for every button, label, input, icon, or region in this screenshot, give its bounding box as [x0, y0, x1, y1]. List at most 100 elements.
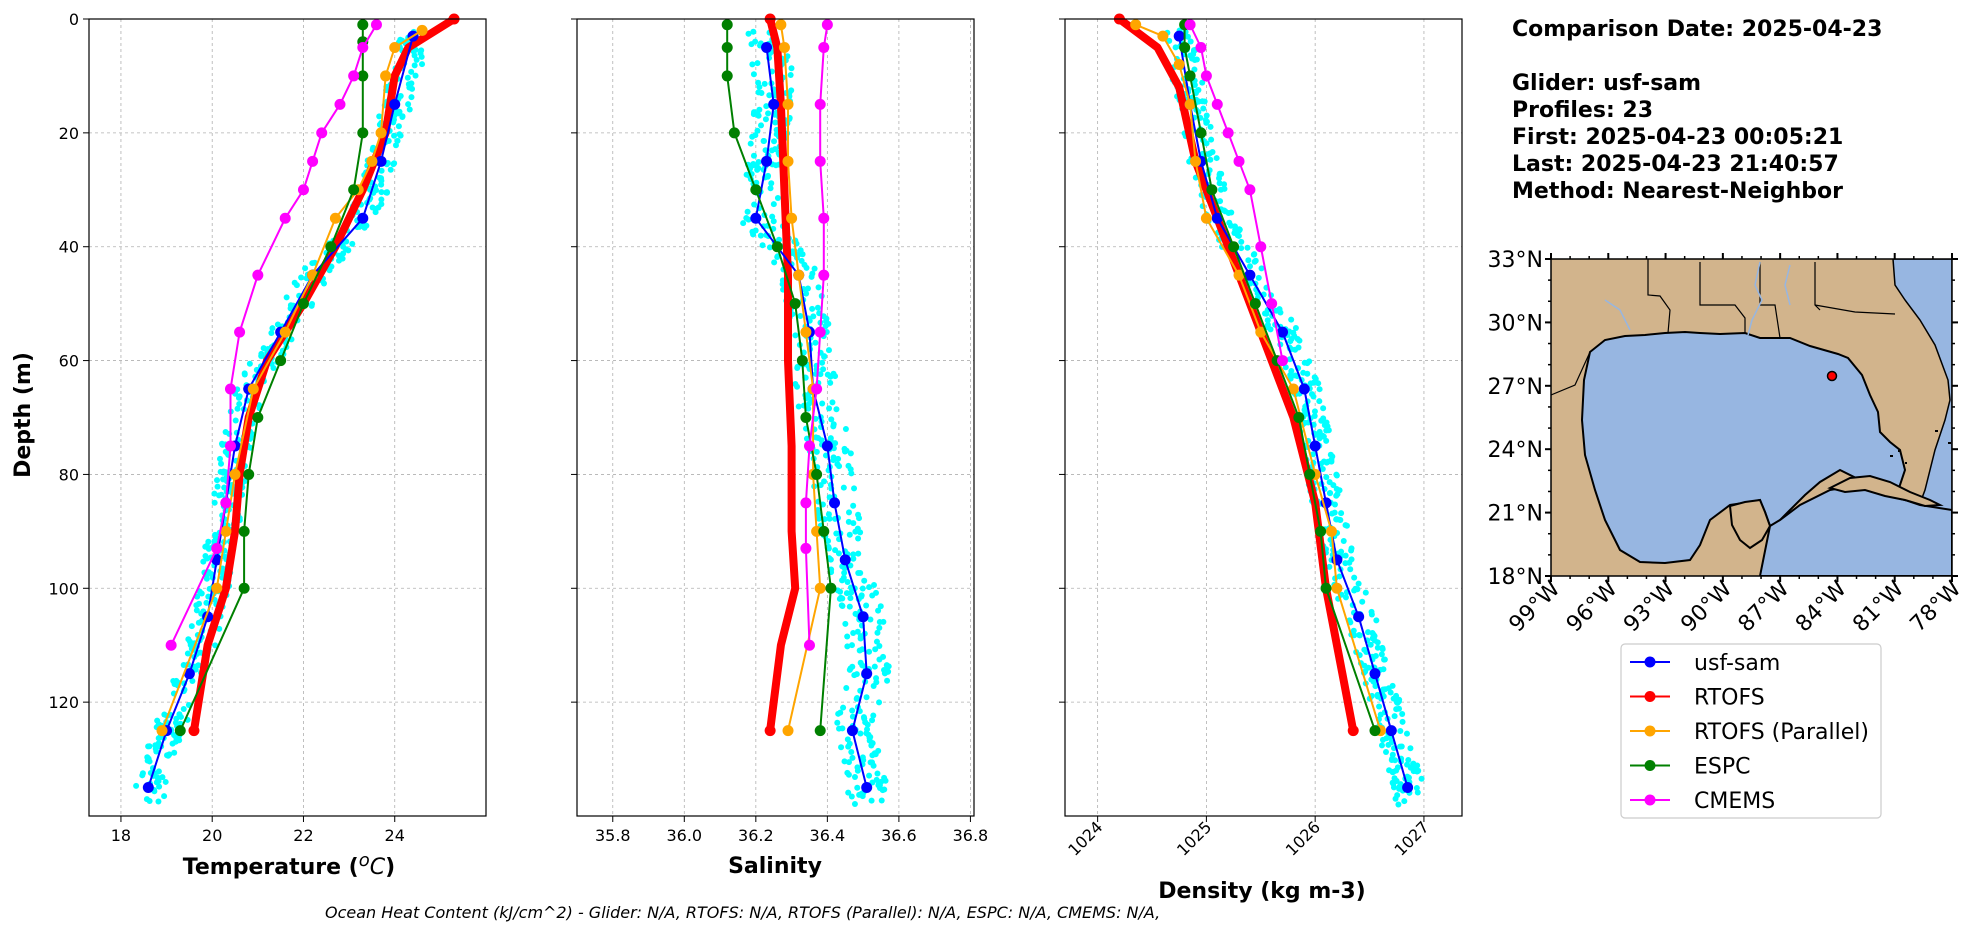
glider-point: [846, 531, 853, 538]
glider-point: [754, 60, 761, 67]
glider-point: [856, 791, 863, 798]
glider-point: [878, 797, 885, 804]
glider-point: [876, 619, 883, 626]
glider-point: [180, 706, 187, 713]
series-point: [811, 468, 823, 480]
series-point: [1347, 725, 1359, 737]
glider-point: [1333, 472, 1340, 479]
glider-point: [863, 602, 870, 609]
series-point: [1255, 241, 1267, 253]
glider-point: [854, 784, 861, 791]
glider-point: [1187, 38, 1194, 45]
glider-point: [1226, 219, 1233, 226]
series-point: [1244, 184, 1256, 196]
glider-point: [833, 406, 840, 413]
series-point: [1200, 70, 1212, 82]
glider-point: [378, 189, 385, 196]
glider-point: [203, 575, 210, 582]
glider-point: [153, 748, 160, 755]
series-point: [1130, 19, 1142, 31]
glider-point: [1396, 783, 1403, 790]
glider-point: [1277, 309, 1284, 316]
legend-marker: [1644, 725, 1656, 737]
glider-point: [848, 589, 855, 596]
glider-point: [1190, 48, 1197, 55]
glider-point: [1191, 66, 1198, 73]
glider-point: [770, 201, 777, 208]
glider-point: [836, 725, 843, 732]
glider-point: [1396, 705, 1403, 712]
series-point: [861, 668, 873, 680]
glider-point: [850, 520, 857, 527]
glider-point: [1346, 559, 1353, 566]
glider-point: [409, 85, 416, 92]
y-tick-label: 60: [59, 352, 79, 371]
glider-point: [212, 531, 219, 538]
glider-point: [419, 61, 426, 68]
glider-point: [826, 515, 833, 522]
glider-point: [1326, 479, 1333, 486]
glider-point: [758, 122, 765, 129]
glider-point: [840, 704, 847, 711]
glider-point: [1292, 325, 1299, 332]
glider-point: [745, 216, 752, 223]
series-point: [279, 212, 291, 224]
glider-point: [1172, 44, 1179, 51]
glider-point: [200, 558, 207, 565]
glider-point: [1246, 263, 1253, 270]
glider-point: [1267, 326, 1274, 333]
series-point: [1184, 98, 1196, 110]
x-tick-label: 36.6: [881, 826, 917, 845]
glider-point: [761, 137, 768, 144]
glider-point: [881, 667, 888, 674]
glider-point: [853, 671, 860, 678]
legend-marker: [1644, 691, 1656, 702]
series-point: [220, 497, 232, 509]
series-point: [803, 639, 815, 651]
glider-point: [835, 455, 842, 462]
series-point: [814, 582, 826, 594]
glider-point: [399, 113, 406, 120]
glider-point: [335, 252, 342, 259]
series-point: [800, 497, 812, 509]
glider-point: [395, 123, 402, 130]
glider-point: [762, 116, 769, 123]
legend-label: CMEMS: [1694, 789, 1775, 814]
glider-point: [411, 62, 418, 69]
glider-point: [874, 770, 881, 777]
glider-point: [765, 110, 772, 117]
map-yucatan: [1728, 498, 1772, 550]
series-point: [1157, 30, 1169, 42]
series-line: [1178, 35, 1409, 788]
glider-point: [756, 84, 763, 91]
glider-point: [832, 373, 839, 380]
glider-point: [766, 244, 773, 251]
glider-point: [155, 742, 162, 749]
glider-point: [246, 360, 253, 367]
y-tick-label: 80: [59, 465, 79, 484]
legend-marker: [1644, 794, 1656, 806]
series-point: [1353, 611, 1365, 623]
glider-point: [1318, 417, 1325, 424]
glider-point: [256, 402, 263, 409]
glider-point: [820, 366, 827, 373]
glider-point: [849, 754, 856, 761]
x-tick-label: 35.8: [595, 826, 631, 845]
glider-point: [857, 659, 864, 666]
glider-point: [841, 758, 848, 765]
series-point: [825, 582, 837, 594]
glider-point: [133, 782, 140, 789]
glider-point: [222, 429, 229, 436]
series-espc: [721, 19, 837, 737]
glider-point: [1407, 745, 1414, 752]
glider-point: [1376, 703, 1383, 710]
glider-point: [1296, 337, 1303, 344]
glider-point: [803, 435, 810, 442]
glider-point: [1336, 516, 1343, 523]
series-point: [389, 98, 401, 110]
glider-point: [1203, 112, 1210, 119]
glider-point: [1398, 743, 1405, 750]
glider-point: [1310, 393, 1317, 400]
series-line: [1189, 24, 1284, 361]
series-point: [316, 127, 328, 139]
